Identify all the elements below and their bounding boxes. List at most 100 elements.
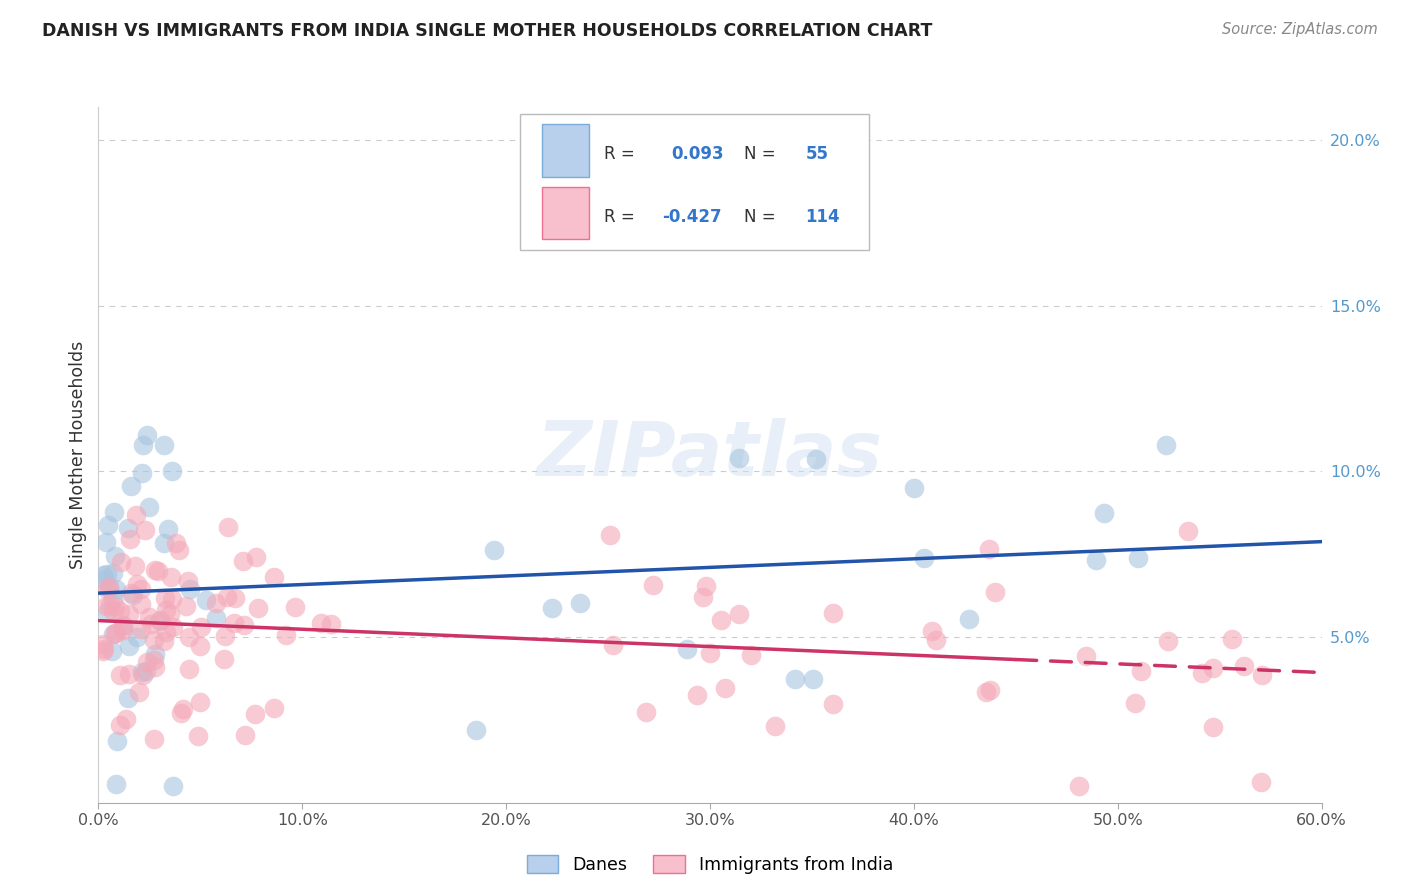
Point [172,702,194,716]
Point [91,567,114,582]
Text: R =: R = [603,145,640,162]
Legend: Danes, Immigrants from India: Danes, Immigrants from India [527,855,893,874]
Point [984,585,1007,599]
Point [1069,779,1091,793]
Point [131,665,153,679]
Point [188,640,211,654]
Point [1129,665,1152,679]
Point [686,689,709,703]
Point [153,634,176,648]
Point [540,600,562,615]
Point [132,438,155,452]
Point [132,668,155,682]
Point [118,667,141,681]
Point [1202,720,1225,734]
Text: ZIPatlas: ZIPatlas [537,418,883,491]
Point [94,534,117,549]
Point [195,593,218,607]
Point [634,706,657,720]
Point [98,582,121,596]
Point [105,777,128,791]
Text: 114: 114 [806,208,839,226]
Point [131,582,153,597]
Point [159,607,181,622]
Point [233,617,256,632]
Point [177,574,200,589]
Point [465,723,488,738]
Point [821,607,844,621]
Point [215,591,238,605]
Point [222,616,245,631]
Point [188,695,211,709]
Point [903,481,925,495]
Point [676,642,699,657]
Point [695,579,717,593]
Point [104,625,127,640]
Point [155,625,177,640]
Point [1250,774,1272,789]
Point [263,701,285,715]
Point [117,521,139,535]
Point [1085,552,1108,566]
Point [232,554,254,568]
Text: N =: N = [744,145,782,162]
Point [643,578,665,592]
Point [118,639,141,653]
Point [1202,661,1225,675]
Point [143,648,166,662]
Text: Source: ZipAtlas.com: Source: ZipAtlas.com [1222,22,1378,37]
Point [125,508,148,522]
Point [763,718,786,732]
Text: N =: N = [744,208,782,226]
Point [103,549,125,564]
Point [111,624,134,638]
Point [121,588,143,602]
Point [96,605,118,619]
Point [115,712,138,726]
Point [138,610,160,624]
Point [91,644,114,658]
Point [104,599,127,613]
Point [97,518,120,533]
Point [136,428,159,442]
Point [245,549,267,564]
Point [806,452,828,467]
Point [103,591,125,606]
Point [152,438,174,452]
Point [714,681,737,695]
Point [205,596,228,610]
Point [245,707,267,722]
FancyBboxPatch shape [520,114,869,250]
Text: R =: R = [603,208,640,226]
Point [599,527,621,541]
Point [105,582,128,596]
Point [103,566,125,581]
Point [160,465,183,479]
Point [1074,648,1097,663]
Point [309,616,332,631]
Point [728,607,751,622]
Point [125,577,148,591]
Point [96,567,118,582]
Point [1191,665,1213,680]
Y-axis label: Single Mother Households: Single Mother Households [69,341,87,569]
Point [93,642,115,657]
Point [177,661,200,675]
Point [149,613,172,627]
Text: 55: 55 [806,145,828,162]
Point [162,779,184,793]
Point [131,466,153,480]
Text: DANISH VS IMMIGRANTS FROM INDIA SINGLE MOTHER HOUSEHOLDS CORRELATION CHART: DANISH VS IMMIGRANTS FROM INDIA SINGLE M… [42,22,932,40]
Point [921,624,943,639]
Point [979,542,1001,557]
Point [974,685,997,699]
Point [138,500,160,515]
Point [217,520,239,534]
Point [100,644,122,658]
Point [1094,506,1116,520]
Point [170,706,193,721]
Point [94,599,117,613]
Text: -0.427: -0.427 [662,208,721,226]
Point [801,673,824,687]
Point [914,550,936,565]
